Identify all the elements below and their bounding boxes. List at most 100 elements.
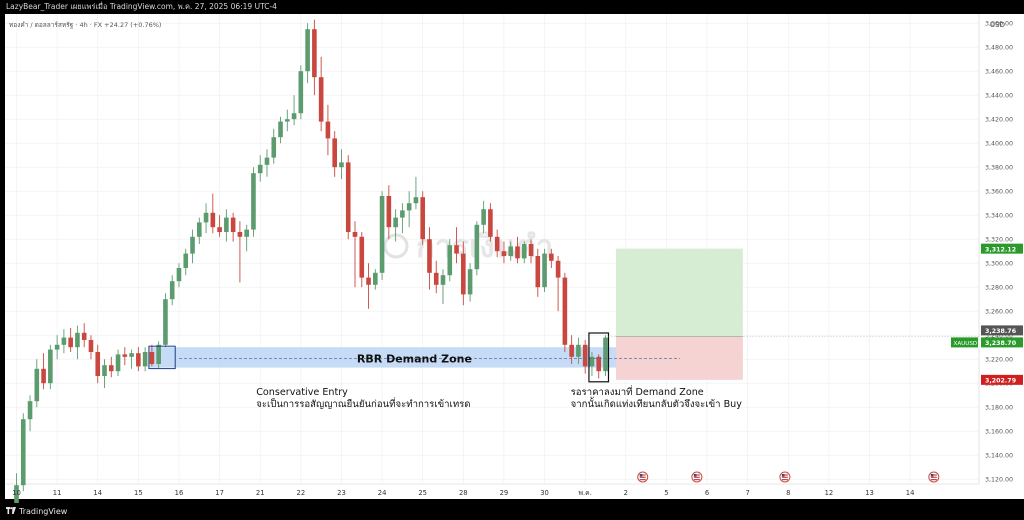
candle-body [596,356,602,372]
candle-body [569,344,574,357]
x-tick-label: 21 [256,489,265,497]
candle [312,19,317,96]
candle-body [230,217,236,232]
candle [400,203,405,234]
entry-price-label: 3,238.76 [985,328,1017,335]
candle [345,155,351,240]
candle [501,241,507,264]
candle [569,335,574,364]
y-tick-label: 3,420.00 [985,117,1013,124]
x-tick-label: 7 [745,489,749,497]
candle [488,203,493,242]
x-tick-label: 12 [825,489,834,497]
candle-body [278,121,283,138]
x-tick-label: 25 [418,489,427,497]
candle-body [20,419,26,486]
candle [582,340,588,374]
candle [237,221,243,283]
us-event-flag-icon[interactable] [691,471,703,483]
us-event-flag-icon[interactable] [928,471,940,483]
y-tick-label: 3,160.00 [985,429,1013,436]
candle [54,335,60,360]
candle-body [481,209,486,225]
candle-body [251,173,256,230]
us-event-flag-icon[interactable] [637,471,649,483]
candle [555,256,561,312]
flag-stripe [693,474,700,476]
zones-layer [148,248,743,380]
x-tick-label: 17 [215,489,224,497]
candle [474,221,480,276]
flag-canton [639,474,643,477]
candle-body [14,485,19,503]
annotation-conservative-entry: จะเป็นการรอสัญญาณยืนยันก่อนที่จะทำการเข้… [256,397,470,410]
x-tick-label: 24 [378,489,387,497]
x-tick-label: 11 [53,489,62,497]
flag-stripe [693,479,700,481]
symbol-info: ทองคำ / ดอลลาร์สหรัฐ · 4h · FX +24.27 (+… [9,21,161,29]
candle-body [48,349,53,384]
price-axis[interactable] [979,14,1024,499]
flag-stripe [639,474,646,476]
us-event-flag-icon[interactable] [779,471,791,483]
candle [190,229,195,264]
candle [420,191,425,246]
rbr-demand-zone[interactable] [148,347,680,368]
candle [549,248,554,268]
candle [224,209,229,242]
x-tick-label: 22 [297,489,306,497]
candle [176,263,182,288]
flag-stripe [781,476,788,478]
candle [440,269,446,304]
candle [481,200,486,234]
candle-body [190,236,195,254]
candle [535,248,541,297]
candle-body [54,344,60,350]
price-chart[interactable]: การเงินตำ ทองคำ / ดอลลาร์สหรัฐ · 4h · FX… [0,14,1024,503]
plot-area[interactable] [5,14,979,499]
flag-stripe [693,476,700,478]
x-tick-label: 10 [12,489,21,497]
candle-body [312,29,317,78]
candle [494,229,500,258]
candle [562,272,568,352]
candle-body [555,260,561,278]
candle [285,109,290,132]
x-tick-label: พ.ค. [579,489,592,497]
candle-body [474,224,480,270]
candle [115,349,121,376]
current-price-label: 3,238.70 [985,340,1017,347]
candle [332,131,337,177]
candle-body [318,77,324,122]
candle-body [183,253,189,268]
y-tick-label: 3,340.00 [985,213,1013,220]
y-tick-label: 3,460.00 [985,69,1013,76]
candle-body [75,332,80,348]
candle-body [373,272,378,285]
reversal-candles-highlight [588,332,610,383]
candle-body [366,277,371,285]
stop-price-label: 3,202.79 [985,377,1016,384]
candle-body [210,212,216,228]
candle-body [420,197,425,240]
candle-body [325,121,331,139]
candle-body [169,281,175,300]
candle [81,323,87,348]
candle-body [386,196,392,228]
candle-body [535,256,541,288]
entry-price-label-bg [981,325,1023,336]
take-profit-zone[interactable] [616,248,743,337]
candle [542,248,547,292]
y-tick-label: 3,480.00 [985,45,1013,52]
candle [298,65,304,120]
candle [318,56,324,132]
candle [521,241,527,264]
candle-body [582,344,588,367]
x-tick-label: 16 [175,489,184,497]
candle-body [501,251,507,256]
candle-body [413,197,419,204]
candle-body [352,232,358,237]
x-tick-label: 13 [865,489,874,497]
candle-body [379,196,385,273]
